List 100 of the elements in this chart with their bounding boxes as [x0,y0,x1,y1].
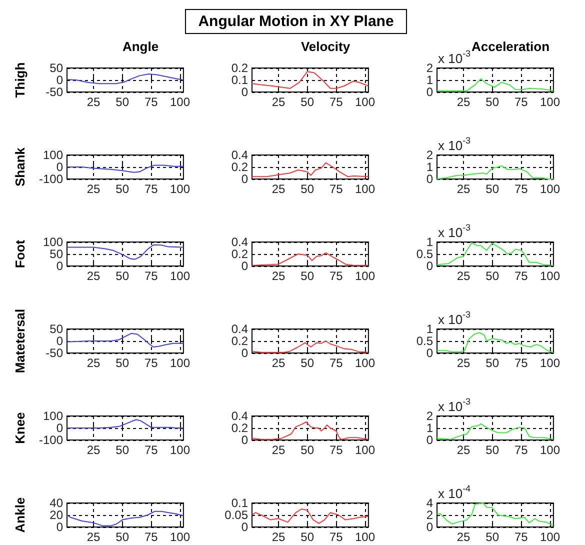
chart-title: Acceleration [471,39,550,54]
y-tick-label: 1 [426,322,434,336]
x-tick-label: 100 [540,530,560,544]
y-tick-label: 0 [56,160,64,174]
chart-title: Velocity [300,39,351,54]
y-tick-label: 0 [56,421,64,435]
y-tick-label: 0 [241,346,248,360]
y-tick-label: 0.05 [224,508,248,522]
x-tick-label: 75 [514,530,528,544]
x-tick-label: 75 [329,356,344,370]
y-tick-label: 0 [56,334,64,348]
x-tick-label: 50 [116,269,130,283]
x-tick-label: 50 [486,269,500,283]
x-tick-label: 25 [86,182,101,196]
x-tick-label: 25 [86,356,101,370]
x-tick-label: 25 [272,443,286,457]
x-tick-label: 100 [170,182,190,196]
x-tick-label: 25 [456,95,471,109]
x-tick-label: 100 [540,269,560,283]
x-tick-label: 25 [272,356,286,370]
x-tick-label: 100 [540,443,560,457]
y-tick-label: 0.2 [231,160,248,174]
x-tick-label: 50 [300,443,314,457]
y-tick-label: 0 [426,346,434,360]
x-tick-label: 50 [300,182,314,196]
line-series [252,71,369,89]
line-series [252,162,369,178]
y-tick-label: 100 [42,409,64,423]
y-tick-label: 0.4 [231,409,248,423]
line-series [66,332,184,348]
y-axis-title: Shank [12,146,28,187]
x-tick-label: 25 [86,443,101,457]
x-tick-label: 100 [540,356,560,370]
x-tick-label: 25 [272,269,286,283]
y-tick-label: 0 [56,259,64,273]
y-tick-label: 0 [241,85,248,99]
x-tick-label: 25 [272,182,286,196]
x-tick-label: 75 [144,443,158,457]
x-tick-label: 50 [486,182,500,196]
x-tick-label: 100 [354,356,376,370]
y-tick-label: 0 [56,73,64,87]
x-tick-label: 100 [170,95,190,109]
line-series [436,242,554,266]
x-tick-label: 25 [456,356,471,370]
y-tick-label: 0 [241,172,248,186]
y-tick-label: 0 [426,520,434,534]
x-tick-label: 100 [170,443,190,457]
x-tick-label: 75 [514,356,528,370]
y-tick-label: 0 [426,259,434,273]
x-tick-label: 75 [514,443,528,457]
x-tick-label: 50 [116,443,130,457]
y-tick-label: 1 [426,160,434,174]
y-tick-label: 0.2 [231,421,248,435]
x-tick-label: 75 [514,182,528,196]
x-tick-label: 100 [354,95,376,109]
x-tick-label: 50 [300,95,314,109]
x-tick-label: 25 [272,530,286,544]
x-tick-label: 100 [170,356,190,370]
x-tick-label: 100 [540,95,560,109]
y-tick-label: 40 [50,496,64,510]
y-tick-label: 20 [50,508,64,522]
y-tick-label: 2 [426,508,434,522]
line-series [436,502,554,526]
y-tick-label: 0.5 [416,334,434,348]
x-tick-label: 100 [540,182,560,196]
y-tick-label: 0.2 [231,61,248,75]
y-axis-title: Thigh [12,62,28,98]
y-tick-label: 1 [426,235,434,249]
y-tick-label: 2 [426,61,434,75]
y-tick-label: 4 [426,496,434,510]
y-tick-label: 0.1 [231,73,248,87]
x-tick-label: 50 [300,356,314,370]
y-tick-label: 1 [426,73,434,87]
chart-title: Angle [122,39,159,54]
x-tick-label: 50 [300,269,314,283]
x-tick-label: 100 [354,530,376,544]
x-tick-label: 25 [86,269,101,283]
line-series [66,419,184,428]
x-tick-label: 50 [486,443,500,457]
x-tick-label: 100 [354,443,376,457]
x-tick-label: 25 [272,95,286,109]
y-tick-label: 2 [426,409,434,423]
x-tick-label: 75 [329,182,344,196]
y-tick-label: 0.4 [231,235,248,249]
x-tick-label: 50 [116,530,130,544]
x-tick-label: 75 [329,443,344,457]
y-tick-label: 1 [426,421,434,435]
y-tick-label: -100 [38,433,64,447]
y-tick-label: 0 [241,433,248,447]
line-series [436,332,554,354]
x-tick-label: 75 [144,269,158,283]
text: Angular Motion in XY Plane [185,8,407,34]
y-tick-label: 0 [426,433,434,447]
x-tick-label: 50 [486,356,500,370]
y-tick-label: 50 [50,61,64,75]
x-tick-label: 75 [514,269,528,283]
x-tick-label: 75 [329,269,344,283]
x-tick-label: 75 [329,95,344,109]
y-axis-title: Knee [12,412,28,444]
x-tick-label: 50 [300,530,314,544]
